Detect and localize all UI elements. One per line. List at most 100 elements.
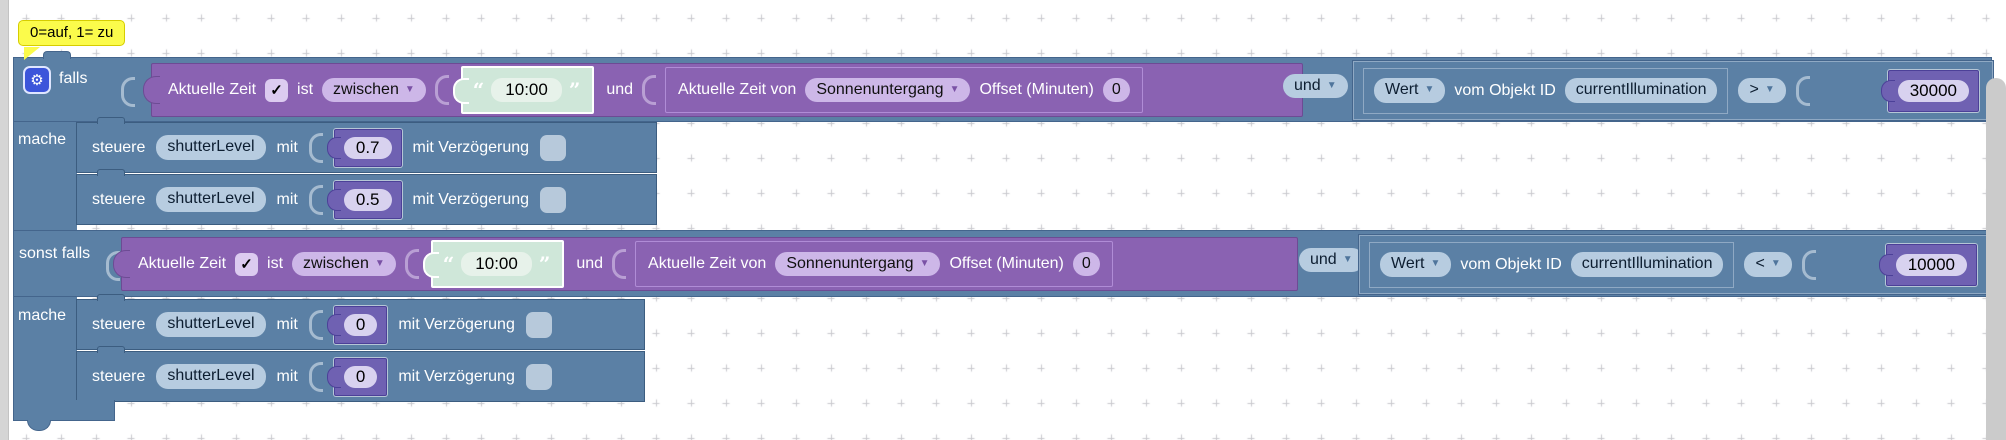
delay-checkbox[interactable] — [525, 363, 552, 390]
output-tab-icon — [1878, 253, 1893, 276]
input-connector-icon — [121, 77, 135, 107]
dropdown-arrow-icon: ▼ — [1764, 84, 1775, 96]
vertical-scrollbar-thumb[interactable] — [1986, 78, 2006, 440]
number-block[interactable]: 0 — [326, 305, 388, 344]
elseif-label: sonst falls — [19, 245, 91, 262]
previous-connector-notch — [43, 51, 71, 59]
number-block[interactable]: 0.5 — [326, 180, 402, 219]
start-time-field[interactable]: 10:00 — [461, 252, 532, 276]
delay-checkbox[interactable] — [525, 311, 552, 338]
input-connector-icon — [1801, 249, 1816, 280]
steuere-label: steuere — [92, 367, 146, 385]
if-block-header[interactable]: ⚙ falls Aktuelle Zeit ✓ ist zwischen ▼ “… — [13, 51, 1994, 122]
mutator-gear-icon[interactable]: ⚙ — [23, 66, 51, 94]
wert-dropdown[interactable]: Wert ▼ — [1380, 252, 1452, 277]
if-block-footer[interactable] — [13, 400, 115, 421]
threshold-field[interactable]: 10000 — [1895, 253, 1967, 276]
astro-event-dropdown[interactable]: Sonnenuntergang ▼ — [805, 77, 971, 103]
objekt-label: vom Objekt ID — [1454, 81, 1556, 99]
astro-event-dropdown[interactable]: Sonnenuntergang ▼ — [775, 251, 941, 277]
elseif-block-header[interactable]: sonst falls Aktuelle Zeit ✓ ist zwischen… — [13, 230, 1992, 297]
offset-label: Offset (Minuten) — [979, 81, 1094, 98]
control-value-field[interactable]: 0 — [343, 313, 378, 336]
astro-time-block[interactable]: Aktuelle Zeit von Sonnenuntergang ▼ Offs… — [665, 67, 1143, 113]
time-condition-block[interactable]: Aktuelle Zeit ✓ ist zwischen ▼ “ 10:00 ”… — [113, 237, 1298, 291]
open-quote-icon: “ — [472, 78, 485, 102]
comment-bubble[interactable]: 0=auf, 1= zu — [18, 20, 126, 46]
open-quote-icon: “ — [442, 252, 455, 276]
close-quote-icon: ” — [568, 78, 581, 102]
delay-label: mit Verzögerung — [412, 190, 530, 208]
do-label: mache — [18, 307, 67, 324]
object-value-block[interactable]: Wert ▼ vom Objekt ID currentIllumination — [1369, 241, 1735, 288]
dropdown-arrow-icon: ▼ — [404, 83, 415, 95]
astro-label: Aktuelle Zeit von — [678, 81, 797, 98]
control-block[interactable]: steuere shutterLevel mit 0 mit Verzögeru… — [76, 346, 645, 402]
input-connector-icon — [308, 309, 323, 340]
logic-operator-dropdown[interactable]: und ▼ — [1299, 248, 1364, 273]
steuere-label: steuere — [92, 315, 146, 333]
delay-checkbox[interactable] — [540, 134, 567, 161]
compare-block[interactable]: Wert ▼ vom Objekt ID currentIllumination… — [1358, 234, 1992, 295]
number-block[interactable]: 30000 — [1880, 69, 1979, 112]
comparator-dropdown[interactable]: < ▼ — [1744, 252, 1792, 277]
delay-checkbox[interactable] — [540, 186, 567, 213]
comparator-dropdown[interactable]: > ▼ — [1738, 78, 1786, 103]
object-id-field[interactable]: currentIllumination — [1570, 252, 1724, 277]
input-connector-icon — [434, 75, 449, 105]
control-object-id-field[interactable]: shutterLevel — [156, 135, 266, 160]
number-block[interactable]: 0.7 — [326, 128, 402, 167]
time-label: Aktuelle Zeit — [168, 81, 257, 98]
offset-field[interactable]: 0 — [1102, 77, 1130, 103]
input-connector-icon — [308, 361, 323, 392]
if-label: falls — [59, 70, 88, 87]
control-value-field[interactable]: 0.5 — [343, 188, 392, 211]
control-value-field[interactable]: 0.7 — [343, 136, 392, 159]
control-object-id-field[interactable]: shutterLevel — [156, 187, 266, 212]
compare-block[interactable]: Wert ▼ vom Objekt ID currentIllumination… — [1352, 60, 1994, 121]
und-word: und — [576, 255, 604, 272]
time-check-field[interactable]: ✓ — [265, 78, 289, 102]
mode-dropdown[interactable]: zwischen ▼ — [292, 251, 396, 277]
mode-dropdown[interactable]: zwischen ▼ — [322, 77, 426, 103]
time-label: Aktuelle Zeit — [138, 255, 227, 272]
control-block[interactable]: steuere shutterLevel mit 0.7 mit Verzöge… — [76, 117, 657, 173]
toolbox-edge — [0, 0, 9, 440]
control-object-id-field[interactable]: shutterLevel — [156, 312, 266, 337]
steuere-label: steuere — [92, 138, 146, 156]
time-condition-block[interactable]: Aktuelle Zeit ✓ ist zwischen ▼ “ 10:00 ”… — [143, 63, 1303, 117]
delay-label: mit Verzögerung — [398, 367, 515, 385]
output-tab-icon — [326, 136, 341, 159]
number-block[interactable]: 10000 — [1878, 243, 1977, 286]
output-tab-icon — [143, 76, 160, 104]
logic-operator-dropdown[interactable]: und ▼ — [1283, 74, 1348, 99]
wert-dropdown[interactable]: Wert ▼ — [1374, 78, 1446, 103]
dropdown-arrow-icon: ▼ — [949, 83, 960, 95]
number-block[interactable]: 0 — [326, 357, 388, 396]
input-connector-icon — [308, 184, 323, 215]
astro-label: Aktuelle Zeit von — [648, 255, 767, 272]
control-value-field[interactable]: 0 — [343, 365, 378, 388]
start-time-field[interactable]: 10:00 — [491, 78, 562, 102]
delay-label: mit Verzögerung — [398, 315, 515, 333]
comment-tail-icon — [24, 47, 40, 60]
control-block[interactable]: steuere shutterLevel mit 0 mit Verzögeru… — [76, 294, 645, 350]
comparator-value: > — [1749, 81, 1759, 99]
time-string-block[interactable]: “ 10:00 ” — [452, 66, 595, 114]
control-object-id-field[interactable]: shutterLevel — [156, 364, 266, 389]
dropdown-arrow-icon: ▼ — [1326, 80, 1337, 92]
mit-label: mit — [276, 315, 298, 333]
time-string-block[interactable]: “ 10:00 ” — [422, 240, 565, 288]
output-tab-icon — [1880, 79, 1895, 102]
object-value-block[interactable]: Wert ▼ vom Objekt ID currentIllumination — [1363, 67, 1729, 114]
dropdown-arrow-icon: ▼ — [1770, 258, 1781, 270]
do-label: mache — [18, 131, 67, 148]
object-id-field[interactable]: currentIllumination — [1564, 78, 1718, 103]
time-check-field[interactable]: ✓ — [235, 252, 259, 276]
control-block[interactable]: steuere shutterLevel mit 0.5 mit Verzöge… — [76, 169, 657, 225]
threshold-field[interactable]: 30000 — [1897, 79, 1969, 102]
offset-field[interactable]: 0 — [1072, 251, 1100, 277]
dropdown-arrow-icon: ▼ — [1424, 84, 1435, 96]
astro-time-block[interactable]: Aktuelle Zeit von Sonnenuntergang ▼ Offs… — [635, 241, 1113, 287]
